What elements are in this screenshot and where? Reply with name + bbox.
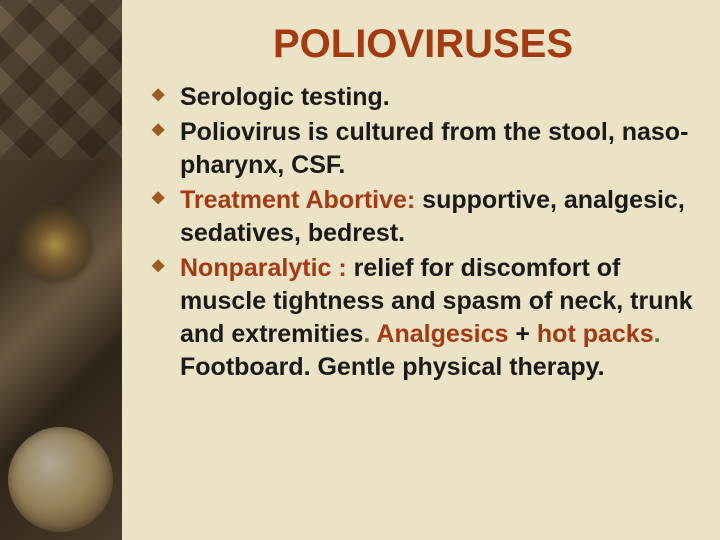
text-segment: Serologic testing. <box>180 83 390 111</box>
bullet-list: ◆ Serologic testing. ◆ Poliovirus is cultur… <box>150 81 696 384</box>
list-item: ◆ Serologic testing. <box>150 81 696 114</box>
text-segment: . <box>654 320 661 348</box>
bullet-icon: ◆ <box>152 119 164 140</box>
text-segment: hot packs <box>537 320 654 348</box>
bullet-icon: ◆ <box>152 187 164 208</box>
text-segment: Poliovirus is cultured from the stool, n… <box>180 118 688 179</box>
list-item: ◆Nonparalytic : relief for discomfort of… <box>150 252 696 384</box>
text-segment: Analgesics <box>370 320 508 348</box>
list-item: ◆Treatment Abortive: supportive, analges… <box>150 184 696 250</box>
text-segment: Nonparalytic : <box>180 254 347 282</box>
text-segment: Footboard. Gentle physical therapy. <box>180 353 605 381</box>
slide-title: POLIOVIRUSES <box>150 22 696 67</box>
slide-content: POLIOVIRUSES ◆ Serologic testing. ◆ Poliovi… <box>122 0 720 540</box>
compass-decoration <box>8 427 113 532</box>
decorative-side-image <box>0 0 122 540</box>
list-item: ◆ Poliovirus is cultured from the stool, … <box>150 116 696 182</box>
bullet-icon: ◆ <box>152 84 164 105</box>
text-segment: Treatment Abortive: <box>180 186 415 214</box>
bullet-icon: ◆ <box>152 255 164 276</box>
text-segment: + <box>508 320 537 348</box>
